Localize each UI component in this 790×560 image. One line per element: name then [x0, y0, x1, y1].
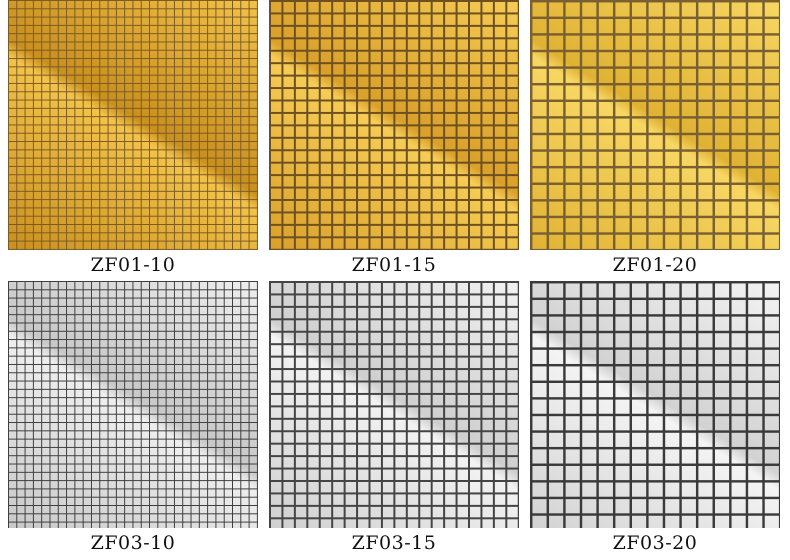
- mosaic-swatch-image[interactable]: [530, 281, 780, 528]
- product-card[interactable]: ZF03-10: [8, 281, 258, 555]
- mosaic-swatch-image[interactable]: [269, 281, 519, 528]
- product-code: ZF01-20: [612, 254, 698, 276]
- product-code: ZF01-15: [351, 254, 437, 276]
- mosaic-swatch-image[interactable]: [530, 0, 780, 250]
- product-code: ZF03-15: [351, 532, 437, 554]
- product-card[interactable]: ZF01-10: [8, 0, 258, 277]
- product-card[interactable]: ZF03-20: [530, 281, 780, 555]
- product-card[interactable]: ZF01-20: [530, 0, 780, 277]
- mosaic-swatch-image[interactable]: [8, 0, 258, 250]
- product-card[interactable]: ZF01-15: [269, 0, 519, 277]
- mosaic-swatch-image[interactable]: [8, 281, 258, 528]
- product-code: ZF03-10: [90, 532, 176, 554]
- mosaic-swatch-image[interactable]: [269, 0, 519, 250]
- product-card[interactable]: ZF03-15: [269, 281, 519, 555]
- product-code: ZF01-10: [90, 254, 176, 276]
- product-code: ZF03-20: [612, 532, 698, 554]
